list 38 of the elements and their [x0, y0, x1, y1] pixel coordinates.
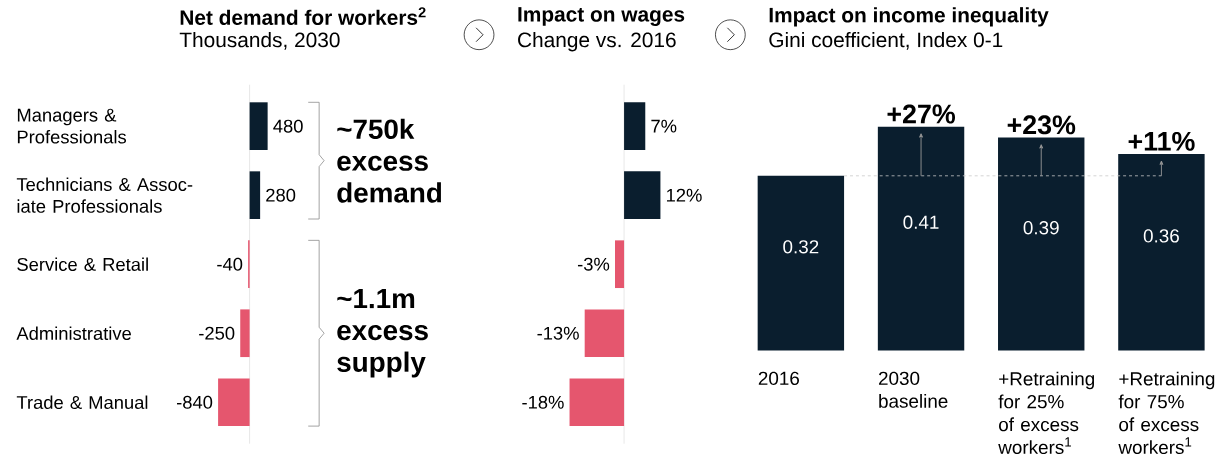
annotation: +23% — [1007, 115, 1076, 135]
chart-title: Net demand for workers$^{2}$ — [180, 7, 426, 26]
chart-subtitle: Thousands, 2030 — [179, 32, 340, 50]
data-label: 280 — [266, 188, 296, 202]
data-label: -250 — [199, 326, 235, 340]
data-label: 0.36 — [1143, 229, 1179, 243]
data-label: 0.32 — [783, 240, 819, 254]
y-tick-label: Administrative — [16, 326, 131, 341]
data-label: 480 — [273, 119, 303, 133]
data-label: -3% — [577, 257, 610, 271]
x-tick-label: +Retraining for 75% of excess workers$^{1}$ — [1118, 371, 1215, 455]
chart-subtitle: Change vs. 2016 — [518, 32, 676, 52]
x-tick-label: 2016 — [758, 371, 800, 386]
y-tick-label: Trade & Manual — [16, 395, 148, 410]
chart-title: Impact on wages — [518, 7, 685, 26]
bar — [1118, 153, 1205, 351]
chart-subtitle: Gini coefficient, Index 0-1 — [769, 32, 1003, 50]
text: ~1.1m excess supply — [337, 289, 428, 378]
chart-title: Impact on income inequality — [769, 7, 1049, 27]
y-tick-label: Technicians & Assoc-iate Professionals — [16, 177, 193, 213]
bar — [877, 126, 965, 351]
annotation: +27% — [887, 104, 956, 124]
data-label: -18% — [522, 395, 564, 409]
x-tick-label: +Retraining for 25% of excess workers$^{1}$ — [998, 371, 1095, 455]
bar — [998, 137, 1085, 351]
annotation: +11% — [1128, 131, 1195, 151]
bar — [757, 175, 845, 351]
data-label: 0.41 — [903, 215, 939, 229]
data-label: 7% — [651, 119, 677, 133]
data-label: 0.39 — [1023, 221, 1059, 235]
text: ~750k excess demand — [337, 118, 442, 203]
data-label: 12% — [666, 188, 702, 202]
y-tick-label: Managers & Professionals — [17, 108, 127, 144]
data-label: -13% — [537, 326, 579, 340]
data-label: -840 — [176, 395, 213, 409]
data-label: -40 — [217, 257, 243, 271]
x-tick-label: 2030 baseline — [878, 371, 948, 408]
y-tick-label: Service & Retail — [17, 257, 148, 271]
